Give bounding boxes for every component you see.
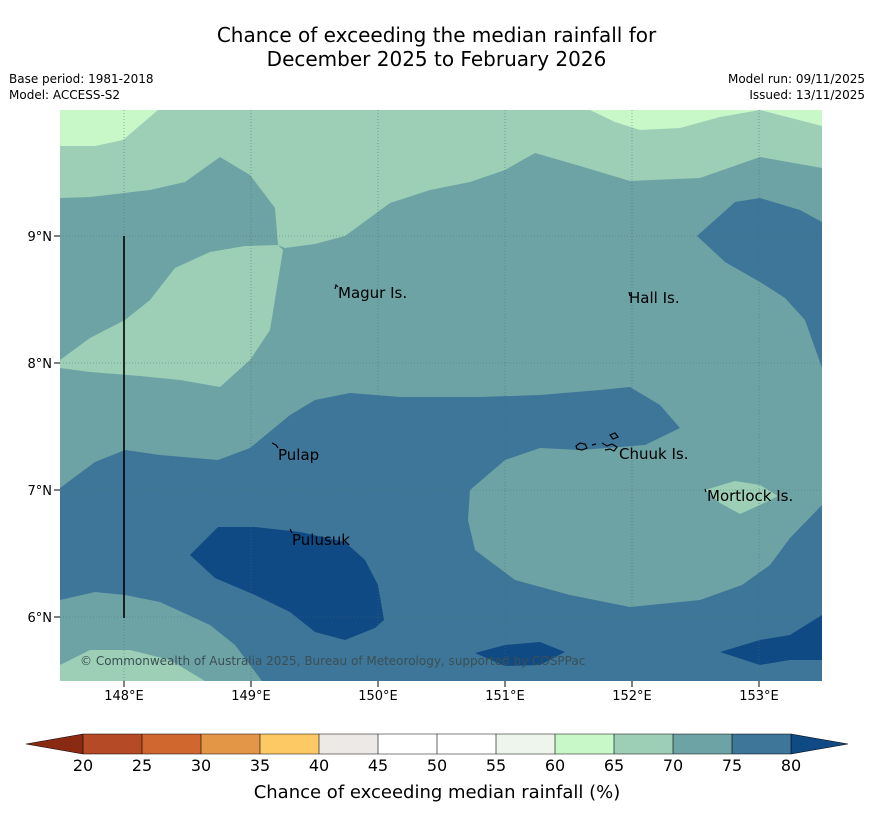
lat-tick-8: 8°N	[28, 357, 53, 372]
label-chuuk: Chuuk Is.	[619, 445, 688, 463]
colorbar-bin-40-45	[319, 734, 378, 754]
colorbar-bin-75-80	[732, 734, 791, 754]
colorbar-tick-80: 80	[781, 756, 801, 775]
colorbar-bin-50-55	[437, 734, 496, 754]
colorbar-tick-75: 75	[722, 756, 742, 775]
lon-tick-149: 149°E	[231, 689, 271, 704]
contour-65-70-mortlock	[705, 481, 778, 514]
label-hall: Hall Is.	[629, 289, 680, 307]
label-pulusuk: Pulusuk	[292, 531, 350, 549]
contour-65-70-north	[60, 110, 822, 248]
island-markers	[271, 283, 707, 534]
colorbar-tick-40: 40	[309, 756, 329, 775]
island-pulap	[271, 442, 279, 449]
colorbar-tick-45: 45	[368, 756, 388, 775]
label-magur: Magur Is.	[338, 284, 407, 302]
colorbar-tick-30: 30	[191, 756, 211, 775]
colorbar-title: Chance of exceeding median rainfall (%)	[254, 782, 621, 803]
colorbar-tick-25: 25	[132, 756, 152, 775]
model-run: Model run: 09/11/2025	[727, 72, 865, 86]
lat-tick-9: 9°N	[28, 230, 53, 245]
colorbar-tick-55: 55	[486, 756, 506, 775]
issued-date: Issued: 13/11/2025	[749, 88, 865, 102]
lon-tick-150: 150°E	[358, 689, 398, 704]
island-hall	[628, 291, 631, 297]
colorbar-extend-high	[791, 734, 848, 754]
lon-tick-153: 153°E	[739, 689, 779, 704]
label-mortlock: Mortlock Is.	[707, 487, 793, 505]
contour-60-65-ne	[590, 110, 822, 130]
island-magur	[334, 283, 339, 290]
island-chuuk	[575, 432, 619, 452]
lon-tick-151: 151°E	[485, 689, 525, 704]
colorbar-bin-30-35	[201, 734, 260, 754]
contour-80-pulusuk	[190, 527, 384, 640]
rainfall-contours	[60, 110, 822, 681]
colorbar-extend-low	[26, 734, 83, 754]
colorbar-bin-45-50	[378, 734, 437, 754]
colorbar-bin-25-30	[142, 734, 201, 754]
copyright-notice: © Commonwealth of Australia 2025, Bureau…	[80, 654, 585, 668]
colorbar-tick-50: 50	[427, 756, 447, 775]
colorbar-tick-70: 70	[663, 756, 683, 775]
colorbar-bin-55-60	[496, 734, 555, 754]
island-pulusuk	[289, 528, 293, 534]
lon-tick-148: 148°E	[104, 689, 144, 704]
label-pulap: Pulap	[278, 446, 319, 464]
title-line-2: December 2025 to February 2026	[266, 47, 607, 71]
base-period: Base period: 1981-2018	[9, 72, 154, 86]
meta-left: Base period: 1981-2018 Model: ACCESS-S2	[9, 71, 154, 103]
map-title: Chance of exceeding the median rainfall …	[0, 23, 873, 71]
contour-65-70-sw	[60, 650, 205, 681]
colorbar-bin-70-75	[673, 734, 732, 754]
colorbar-tick-65: 65	[604, 756, 624, 775]
colorbar-tick-60: 60	[545, 756, 565, 775]
lon-axis: 148°E 149°E 150°E 151°E 152°E 153°E	[104, 681, 779, 704]
meta-right: Model run: 09/11/2025 Issued: 13/11/2025	[728, 71, 865, 103]
island-mortlock	[704, 488, 707, 493]
contour-60-65-nw	[60, 110, 158, 146]
lon-tick-152: 152°E	[612, 689, 652, 704]
colorbar-bin-35-40	[260, 734, 319, 754]
lat-axis: 9°N 8°N 7°N 6°N	[28, 230, 60, 626]
contour-65-70-west	[60, 245, 283, 387]
colorbar-bin-20-25	[83, 734, 142, 754]
colorbar-tick-20: 20	[73, 756, 93, 775]
colorbar-bin-65-70	[614, 734, 673, 754]
lat-tick-6: 6°N	[28, 611, 53, 626]
lat-tick-7: 7°N	[28, 484, 53, 499]
contour-75-80-east	[697, 198, 822, 368]
colorbar-tick-35: 35	[250, 756, 270, 775]
colorbar: 20 25 30 35 40 45 50 55 60 65 70 75 80 C…	[25, 733, 849, 803]
contour-80-south	[475, 642, 565, 666]
title-line-1: Chance of exceeding the median rainfall …	[216, 23, 657, 47]
place-labels: Magur Is. Hall Is. Pulap Chuuk Is. Mortl…	[278, 284, 793, 549]
colorbar-bin-60-65	[555, 734, 614, 754]
contour-75-80-central	[60, 387, 822, 681]
contour-80-se	[720, 615, 822, 665]
model-name: Model: ACCESS-S2	[9, 88, 121, 102]
